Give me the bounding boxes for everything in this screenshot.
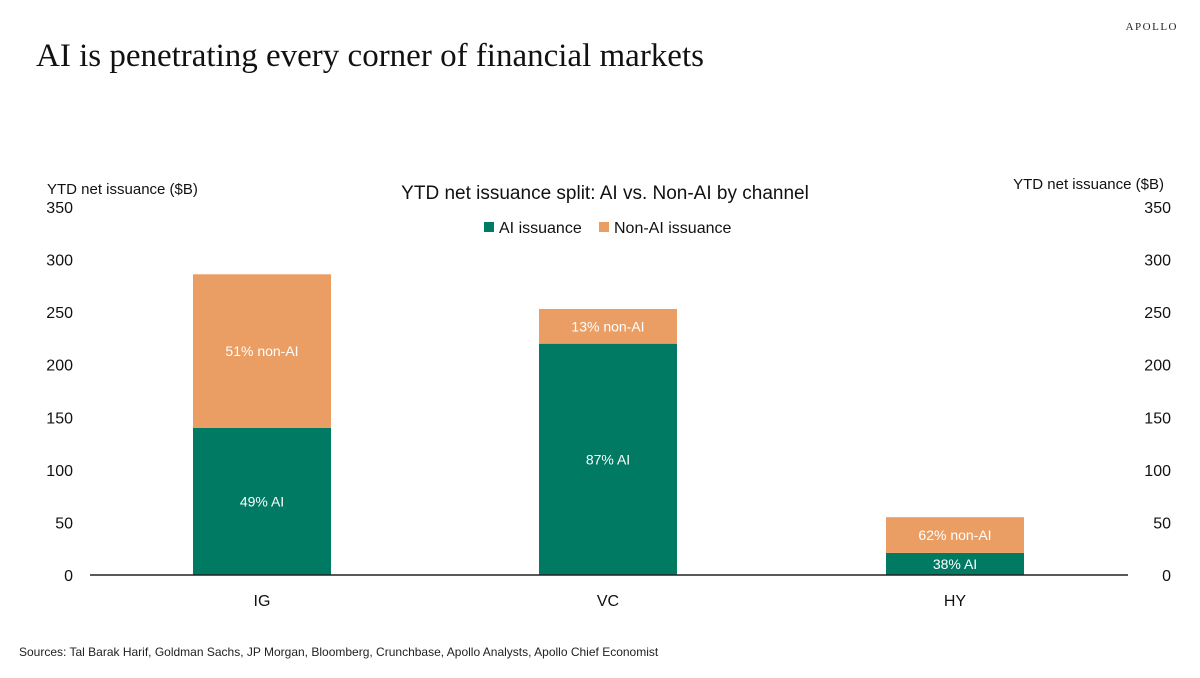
legend-swatch-non-ai (599, 222, 609, 232)
chart-title: YTD net issuance split: AI vs. Non-AI by… (401, 183, 809, 204)
y-tick-label-left: 200 (46, 358, 73, 375)
legend-label-non-ai: Non-AI issuance (614, 220, 731, 237)
y-tick-label-left: 0 (64, 568, 73, 585)
x-tick-label: HY (944, 593, 967, 610)
y-tick-label-right: 150 (1144, 410, 1171, 427)
y-tick-label-right: 50 (1153, 515, 1171, 532)
y-tick-label-left: 150 (46, 410, 73, 427)
bar-non-ai (886, 517, 1024, 553)
data-label: 51% non-AI (225, 343, 298, 359)
data-label: 87% AI (586, 451, 630, 467)
bar-non-ai (193, 274, 331, 428)
brand-logo: APOLLO (1125, 21, 1178, 33)
legend-label-ai: AI issuance (499, 220, 582, 237)
data-label: 13% non-AI (571, 318, 644, 334)
y-axis-title-left: YTD net issuance ($B) (47, 181, 198, 198)
data-label: 38% AI (933, 556, 977, 572)
bar-ai (193, 427, 331, 575)
legend: AI issuance Non-AI issuance (484, 220, 731, 237)
y-tick-label-right: 350 (1144, 200, 1171, 217)
y-tick-label-right: 0 (1162, 568, 1171, 585)
y-tick-label-right: 250 (1144, 305, 1171, 322)
data-label: 62% non-AI (918, 527, 991, 543)
data-label: 49% AI (240, 493, 284, 509)
x-tick-label: VC (597, 593, 619, 610)
y-tick-label-right: 300 (1144, 253, 1171, 270)
y-tick-label-left: 100 (46, 463, 73, 480)
bar-ai (539, 343, 677, 575)
legend-swatch-ai (484, 222, 494, 232)
bar-ai (886, 552, 1024, 575)
y-tick-label-left: 350 (46, 200, 73, 217)
plot-area: 0 0 50 50 100 100 150 150 200 200 250 250 300 300 350 3… (46, 200, 1171, 610)
y-tick-label-left: 50 (55, 515, 73, 532)
x-tick-label: IG (254, 593, 271, 610)
y-axis-title-right: YTD net issuance ($B) (1013, 176, 1164, 193)
y-tick-label-left: 250 (46, 305, 73, 322)
y-tick-label-left: 300 (46, 253, 73, 270)
y-tick-label-right: 100 (1144, 463, 1171, 480)
bar-non-ai (539, 308, 677, 344)
y-tick-label-right: 200 (1144, 358, 1171, 375)
sources-note: Sources: Tal Barak Harif, Goldman Sachs,… (19, 645, 659, 659)
stacked-bar-chart: YTD net issuance split: AI vs. Non-AI by… (46, 176, 1171, 610)
page-title: AI is penetrating every corner of financ… (36, 38, 704, 74)
